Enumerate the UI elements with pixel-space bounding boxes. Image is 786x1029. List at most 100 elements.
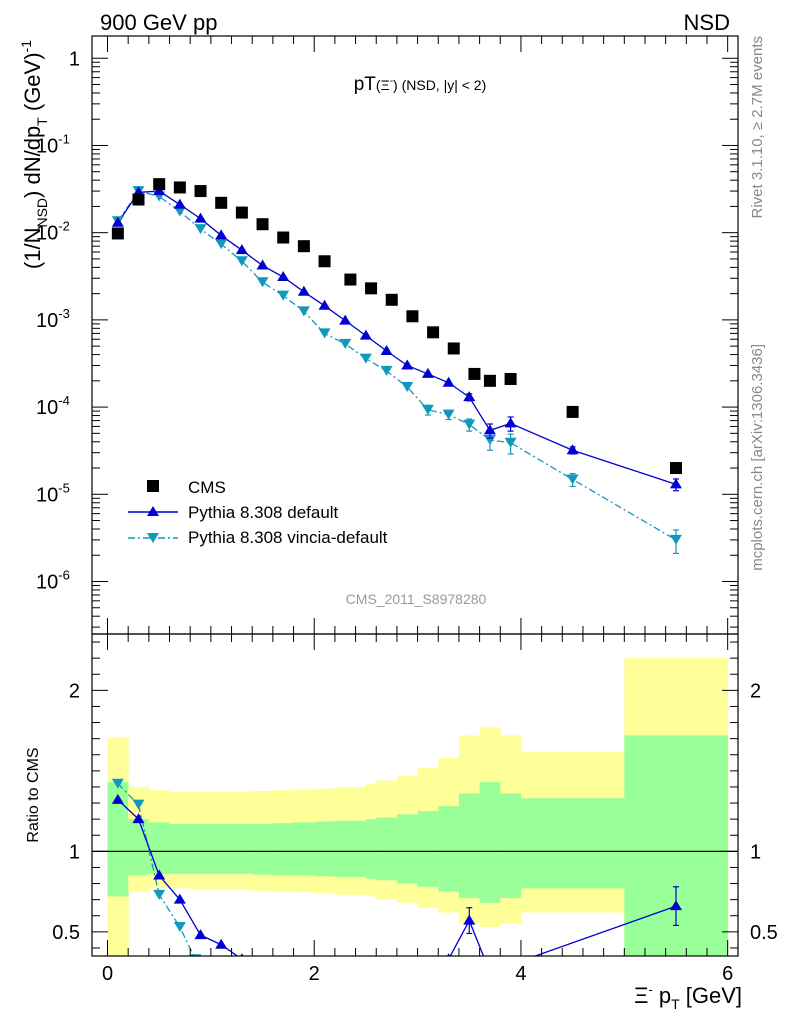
legend-default-label: Pythia 8.308 default bbox=[188, 503, 339, 522]
ratio-band-green bbox=[396, 814, 419, 884]
upper-y-tick-label: 10-2 bbox=[36, 219, 70, 245]
cms-point bbox=[468, 367, 481, 380]
ratio-default-point bbox=[215, 938, 228, 949]
ratio-default-point bbox=[484, 966, 496, 976]
cms-point bbox=[153, 178, 166, 191]
tick-exponent: -6 bbox=[58, 567, 70, 582]
vincia-point bbox=[421, 404, 434, 415]
vincia-point bbox=[235, 256, 248, 267]
header-right: NSD bbox=[684, 10, 730, 35]
ratio-default-point bbox=[111, 793, 124, 804]
ratio-default-point bbox=[446, 953, 451, 956]
ylabel-part-e: (GeV) bbox=[20, 52, 45, 117]
legend-cms-label: CMS bbox=[188, 478, 226, 497]
ratio-y-tick-label-left: 0.5 bbox=[52, 922, 80, 944]
tick-base: 10 bbox=[36, 397, 58, 419]
ratio-band-green bbox=[365, 819, 377, 879]
cms-point bbox=[318, 255, 331, 268]
plot-title: pT(Ξ-) (NSD, |y| < 2) bbox=[354, 74, 487, 95]
default-point bbox=[401, 359, 414, 370]
vincia-point bbox=[566, 474, 579, 485]
ratio-series bbox=[111, 778, 682, 976]
ratio-default-point bbox=[132, 813, 145, 824]
upper-axis: 110-110-210-310-410-510-6 bbox=[36, 36, 738, 634]
default-point bbox=[235, 244, 248, 255]
default-point bbox=[442, 376, 455, 387]
ratio-band-green bbox=[417, 811, 439, 887]
vincia-point bbox=[669, 534, 682, 545]
ratio-vincia-point bbox=[153, 889, 166, 900]
legend-default-marker bbox=[147, 506, 159, 516]
cms-point bbox=[235, 206, 248, 219]
cms-point bbox=[297, 240, 310, 253]
ratio-band-green bbox=[438, 806, 460, 892]
default-line bbox=[117, 190, 677, 485]
vincia-point bbox=[173, 206, 186, 217]
ylabel-part-b: NSD bbox=[34, 198, 50, 228]
default-point bbox=[277, 271, 290, 282]
vincia-point bbox=[277, 290, 290, 301]
analysis-watermark: CMS_2011_S8978280 bbox=[346, 591, 487, 607]
ratio-band-green bbox=[210, 823, 233, 874]
cms-point bbox=[173, 181, 186, 194]
legend-cms-marker bbox=[147, 480, 159, 492]
ratio-band-green bbox=[293, 822, 315, 876]
ratio-frame bbox=[91, 633, 739, 957]
vincia-point bbox=[318, 328, 331, 339]
plot-title-rest: ) (NSD, |y| < 2) bbox=[393, 77, 486, 93]
cms-point bbox=[504, 372, 517, 385]
xlabel-part-b: - bbox=[648, 982, 652, 997]
xlabel-part-c: p bbox=[653, 983, 671, 1008]
ratio-plot: 0.5 0.5 1 1 2 2 0 2 4 6 bbox=[52, 633, 778, 985]
default-point bbox=[194, 212, 207, 223]
ratio-band-green bbox=[458, 793, 481, 899]
legend-vincia-marker bbox=[147, 533, 159, 543]
upper-y-tick-label: 10-6 bbox=[36, 567, 70, 593]
cms-point bbox=[385, 293, 398, 306]
default-point bbox=[297, 285, 310, 296]
x-tick-label: 2 bbox=[309, 963, 320, 985]
vincia-point bbox=[483, 434, 496, 445]
cms-point bbox=[427, 326, 440, 339]
tick-exponent: -5 bbox=[58, 480, 70, 495]
xlabel-part-d: T bbox=[671, 996, 680, 1012]
ratio-default-point bbox=[173, 893, 186, 904]
ratio-y-tick-label-left: 2 bbox=[69, 680, 80, 702]
rivet-label: Rivet 3.1.10, ≥ 2.7M events bbox=[749, 36, 766, 219]
ratio-bands bbox=[107, 658, 729, 956]
ratio-band-green bbox=[500, 793, 522, 899]
tick-base: 10 bbox=[36, 135, 58, 157]
tick-base: 10 bbox=[36, 484, 58, 506]
vincia-point bbox=[339, 338, 352, 349]
ratio-band-green bbox=[376, 817, 398, 881]
default-point bbox=[215, 229, 228, 240]
default-point bbox=[669, 478, 682, 489]
ylabel-part-a: (1/N bbox=[20, 228, 45, 270]
default-point bbox=[339, 314, 352, 325]
vincia-point bbox=[215, 239, 228, 250]
x-tick-label: 0 bbox=[102, 963, 113, 985]
ratio-default-point bbox=[669, 900, 682, 911]
ratio-y-tick-label-right: 2 bbox=[750, 680, 761, 702]
cms-point bbox=[256, 218, 269, 231]
upper-y-axis-label: (1/NNSD) dN/dpT (GeV)-1 bbox=[18, 40, 50, 269]
x-tick-label: 4 bbox=[515, 963, 526, 985]
ratio-default-point bbox=[240, 953, 244, 956]
vincia-point bbox=[463, 419, 476, 430]
x-axis-label: Ξ- pT [GeV] bbox=[634, 982, 742, 1012]
default-point bbox=[318, 299, 331, 310]
upper-y-tick-label: 10-4 bbox=[36, 393, 70, 419]
upper-y-tick-label: 10-5 bbox=[36, 480, 70, 506]
ratio-default-point bbox=[153, 869, 166, 880]
default-point bbox=[359, 329, 372, 340]
ratio-axis: 0.5 0.5 1 1 2 2 0 2 4 6 bbox=[52, 634, 778, 985]
cms-point bbox=[111, 227, 124, 240]
plot-title-main: pT bbox=[354, 74, 377, 95]
vincia-point bbox=[401, 381, 414, 392]
ratio-band-green bbox=[128, 819, 150, 876]
ratio-vincia-point bbox=[111, 778, 124, 789]
vincia-point bbox=[504, 437, 517, 448]
cms-point bbox=[277, 231, 290, 244]
default-point bbox=[421, 367, 434, 378]
tick-exponent: -3 bbox=[58, 306, 70, 321]
